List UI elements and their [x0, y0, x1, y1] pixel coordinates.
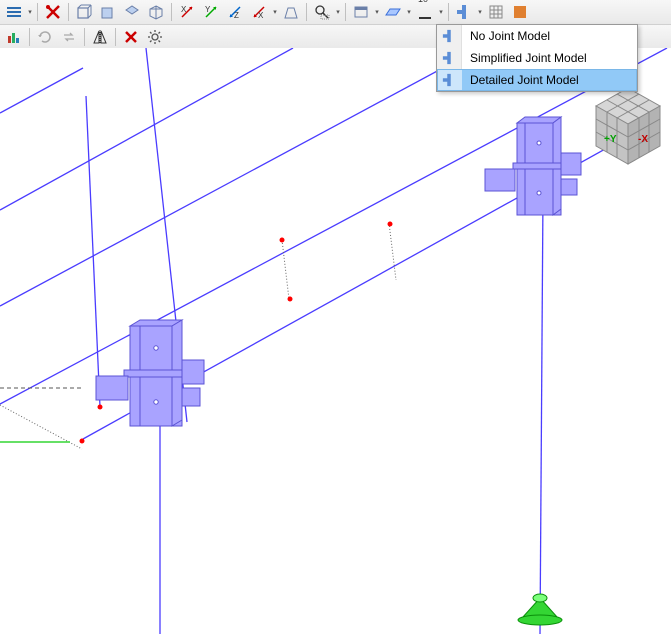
grid-align-dropdown[interactable]: ▾: [26, 2, 34, 22]
nav-cube-y-label: +Y: [604, 134, 617, 145]
steel-joint-far: [485, 117, 581, 215]
delete-x-button[interactable]: [42, 1, 64, 23]
settings-gear-button[interactable]: [144, 26, 166, 48]
toolbar-separator: [68, 3, 69, 21]
toolbar-separator: [37, 3, 38, 21]
toolbar-separator: [29, 28, 30, 46]
menu-label: Simplified Joint Model: [462, 47, 637, 69]
pinned-support: [518, 594, 562, 625]
steel-joint-near: [96, 320, 204, 426]
axis-dropdown[interactable]: ▾: [271, 2, 279, 22]
text-size-label: 10: [418, 0, 428, 4]
toolbar-separator: [448, 3, 449, 21]
svg-text:Z: Z: [234, 11, 239, 20]
scene-svg: +Y -X: [0, 48, 671, 634]
axis-minus-z-button[interactable]: Z: [224, 1, 246, 23]
fit-window-button[interactable]: [350, 1, 372, 23]
refresh-button[interactable]: [34, 26, 56, 48]
text-size-dropdown[interactable]: ▾: [437, 2, 445, 22]
joint-model-menu: No Joint Model Simplified Joint Model De…: [436, 24, 638, 92]
menu-item-simplified-joint[interactable]: Simplified Joint Model: [437, 47, 637, 69]
dotted-drops: [0, 223, 396, 449]
menu-label: No Joint Model: [462, 25, 637, 47]
zoom-selection-button[interactable]: [311, 1, 333, 23]
view-iso-button[interactable]: [145, 1, 167, 23]
text-size-button[interactable]: 10: [414, 1, 436, 23]
menu-item-no-joint[interactable]: No Joint Model: [437, 25, 637, 47]
fit-dropdown[interactable]: ▾: [373, 2, 381, 22]
view-front-button[interactable]: [73, 1, 95, 23]
nav-cube[interactable]: +Y -X: [596, 88, 660, 164]
wireframe-mode-button[interactable]: [485, 1, 507, 23]
toolbar-separator: [84, 28, 85, 46]
menu-label: Detailed Joint Model: [462, 69, 637, 91]
joint-icon: [437, 69, 462, 91]
toolbar-separator: [115, 28, 116, 46]
swap-button[interactable]: [58, 26, 80, 48]
joint-model-button[interactable]: [453, 1, 475, 23]
zoom-dropdown[interactable]: ▾: [334, 2, 342, 22]
menu-item-detailed-joint[interactable]: Detailed Joint Model: [437, 69, 637, 91]
toolbar-separator: [345, 3, 346, 21]
mirror-button[interactable]: [89, 26, 111, 48]
work-plane-dropdown[interactable]: ▾: [405, 2, 413, 22]
svg-text:X: X: [258, 11, 264, 20]
axis-plus-y-button[interactable]: Y: [200, 1, 222, 23]
delete-button[interactable]: [120, 26, 142, 48]
toolbar-row-1: ▾ X Y Z X ▾ ▾ ▾ ▾ 10: [0, 0, 671, 25]
svg-text:Y: Y: [205, 5, 211, 14]
work-plane-button[interactable]: [382, 1, 404, 23]
axis-plus-x-button[interactable]: X: [176, 1, 198, 23]
view-right-button[interactable]: [97, 1, 119, 23]
nav-cube-x-label: -X: [638, 134, 648, 145]
view-top-button[interactable]: [121, 1, 143, 23]
axis-minus-x-button[interactable]: X: [248, 1, 270, 23]
perspective-button[interactable]: [280, 1, 302, 23]
joint-icon: [437, 47, 462, 69]
results-button[interactable]: [3, 26, 25, 48]
model-viewport[interactable]: +Y -X: [0, 48, 671, 634]
red-nodes: [80, 222, 393, 444]
grid-align-button[interactable]: [3, 1, 25, 23]
joint-model-dropdown[interactable]: ▾: [476, 2, 484, 22]
svg-text:X: X: [181, 5, 187, 14]
solid-mode-button[interactable]: [509, 1, 531, 23]
toolbar-separator: [306, 3, 307, 21]
wireframe-columns: [160, 193, 543, 634]
toolbar-separator: [171, 3, 172, 21]
joint-icon: [437, 25, 462, 47]
